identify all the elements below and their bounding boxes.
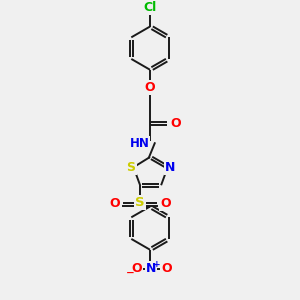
Text: N: N bbox=[165, 161, 175, 174]
Text: O: O bbox=[145, 81, 155, 94]
Text: O: O bbox=[160, 197, 171, 210]
Text: O: O bbox=[170, 117, 181, 130]
Text: S: S bbox=[127, 161, 136, 174]
Text: Cl: Cl bbox=[143, 2, 157, 14]
Text: −: − bbox=[126, 268, 135, 278]
Text: N: N bbox=[146, 262, 156, 275]
Text: O: O bbox=[161, 262, 172, 275]
Text: S: S bbox=[135, 196, 145, 209]
Text: +: + bbox=[153, 260, 160, 269]
Text: O: O bbox=[131, 262, 142, 275]
Text: HN: HN bbox=[130, 137, 149, 150]
Text: O: O bbox=[109, 197, 120, 210]
